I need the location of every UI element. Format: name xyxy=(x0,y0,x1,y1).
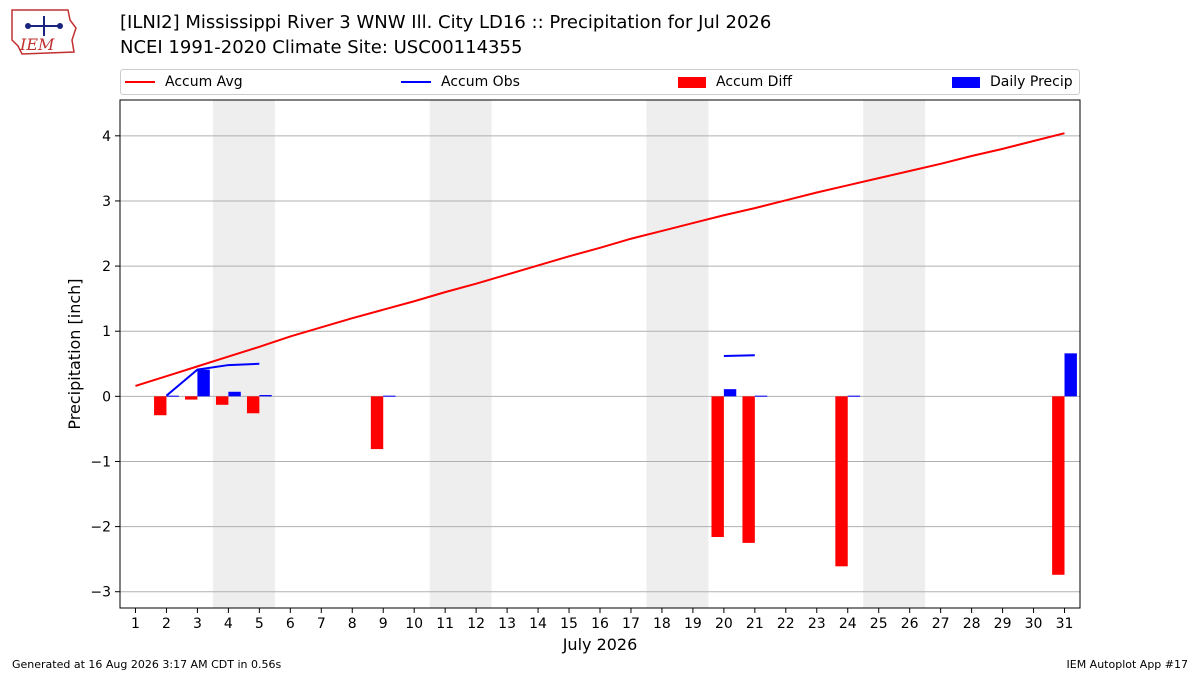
legend-swatch-accum-avg xyxy=(125,81,155,83)
x-tick-label: 15 xyxy=(560,616,578,632)
x-axis-label: July 2026 xyxy=(562,635,638,654)
legend-item-accum-avg: Accum Avg xyxy=(125,70,243,94)
bars xyxy=(154,353,1077,575)
x-tick-label: 14 xyxy=(529,616,547,632)
x-tick-label: 12 xyxy=(467,616,485,632)
weekend-band xyxy=(646,100,709,608)
accum-obs-line xyxy=(165,362,260,397)
x-tick-label: 7 xyxy=(317,616,326,632)
y-tick-label: −3 xyxy=(90,585,111,601)
weekend-band xyxy=(863,100,926,608)
legend-item-daily-precip: Daily Precip xyxy=(952,70,1073,94)
daily-precip-bar xyxy=(1064,353,1077,397)
x-tick-label: 20 xyxy=(715,616,733,632)
x-tick-label: 26 xyxy=(901,616,919,632)
x-tick-label: 24 xyxy=(839,616,857,632)
x-tick-label: 4 xyxy=(224,616,233,632)
legend-swatch-accum-obs xyxy=(401,81,431,83)
legend: Accum Avg Accum Obs Accum Diff Daily Pre… xyxy=(120,69,1080,95)
x-tick-label: 28 xyxy=(963,616,981,632)
logo-text: IEM xyxy=(19,35,55,54)
accum-avg-line xyxy=(135,132,1065,387)
footer-app-text: IEM Autoplot App #17 xyxy=(1066,658,1189,671)
x-tick-label: 27 xyxy=(932,616,950,632)
x-tick-label: 11 xyxy=(436,616,454,632)
y-tick-label: −2 xyxy=(90,520,111,536)
footer-generated-text: Generated at 16 Aug 2026 3:17 AM CDT in … xyxy=(12,658,282,671)
chart-subtitle: NCEI 1991-2020 Climate Site: USC00114355 xyxy=(120,37,523,58)
daily-precip-bar xyxy=(383,395,396,397)
daily-precip-bar xyxy=(166,395,179,397)
x-tick-label: 6 xyxy=(286,616,295,632)
accum-diff-bar xyxy=(1052,396,1065,575)
y-tick-label: 2 xyxy=(102,259,111,275)
y-tick-label: −1 xyxy=(90,454,111,470)
accum-diff-bar xyxy=(154,396,167,416)
legend-label-accum-diff: Accum Diff xyxy=(716,74,793,90)
x-tick-label: 21 xyxy=(746,616,764,632)
x-tick-label: 18 xyxy=(653,616,671,632)
x-tick-label: 17 xyxy=(622,616,640,632)
y-tick-label: 4 xyxy=(102,129,111,145)
x-tick-label: 16 xyxy=(591,616,609,632)
legend-item-accum-diff: Accum Diff xyxy=(678,70,792,94)
x-tick-label: 23 xyxy=(808,616,826,632)
weekend-band xyxy=(429,100,492,608)
daily-precip-bar xyxy=(754,395,768,397)
x-tick-label: 30 xyxy=(1025,616,1043,632)
x-tick-label: 22 xyxy=(777,616,795,632)
accum-diff-bar xyxy=(711,396,724,538)
x-tick-label: 2 xyxy=(162,616,171,632)
accum-diff-bar xyxy=(216,396,229,405)
x-tick-label: 13 xyxy=(498,616,516,632)
accum-obs-line xyxy=(723,354,755,357)
x-tick-label: 1 xyxy=(131,616,140,632)
daily-precip-bar xyxy=(197,369,210,397)
accum-diff-bar xyxy=(370,396,384,450)
y-axis-label: Precipitation [inch] xyxy=(65,278,84,429)
accum-diff-bar xyxy=(246,396,260,414)
x-tick-label: 9 xyxy=(379,616,388,632)
daily-precip-bar xyxy=(847,395,861,397)
legend-label-accum-avg: Accum Avg xyxy=(165,74,243,90)
y-tick-label: 3 xyxy=(102,194,111,210)
daily-precip-bar xyxy=(723,389,737,397)
x-tick-label: 29 xyxy=(994,616,1012,632)
x-tick-label: 31 xyxy=(1056,616,1074,632)
grid-lines xyxy=(120,135,1080,593)
chart-title: [ILNI2] Mississippi River 3 WNW Ill. Cit… xyxy=(120,12,772,33)
accum-diff-bar xyxy=(835,396,848,567)
y-tick-label: 1 xyxy=(102,324,111,340)
x-tick-label: 3 xyxy=(193,616,202,632)
lines xyxy=(135,132,1065,397)
legend-item-accum-obs: Accum Obs xyxy=(401,70,520,94)
daily-precip-bar xyxy=(228,391,241,397)
accum-diff-bar xyxy=(185,396,198,400)
iem-logo: IEM xyxy=(8,6,80,58)
x-tick-label: 19 xyxy=(684,616,702,632)
x-tick-label: 25 xyxy=(870,616,888,632)
weekend-shading xyxy=(212,100,926,608)
legend-swatch-daily-precip xyxy=(952,76,980,88)
legend-swatch-accum-diff xyxy=(678,76,706,88)
legend-label-daily-precip: Daily Precip xyxy=(990,74,1073,90)
x-tick-label: 5 xyxy=(255,616,264,632)
weekend-band xyxy=(212,100,275,608)
x-tick-label: 10 xyxy=(405,616,423,632)
daily-precip-bar xyxy=(259,395,272,397)
y-tick-label: 0 xyxy=(102,389,111,405)
legend-label-accum-obs: Accum Obs xyxy=(441,74,520,90)
x-tick-label: 8 xyxy=(348,616,357,632)
accum-diff-bar xyxy=(742,396,755,543)
